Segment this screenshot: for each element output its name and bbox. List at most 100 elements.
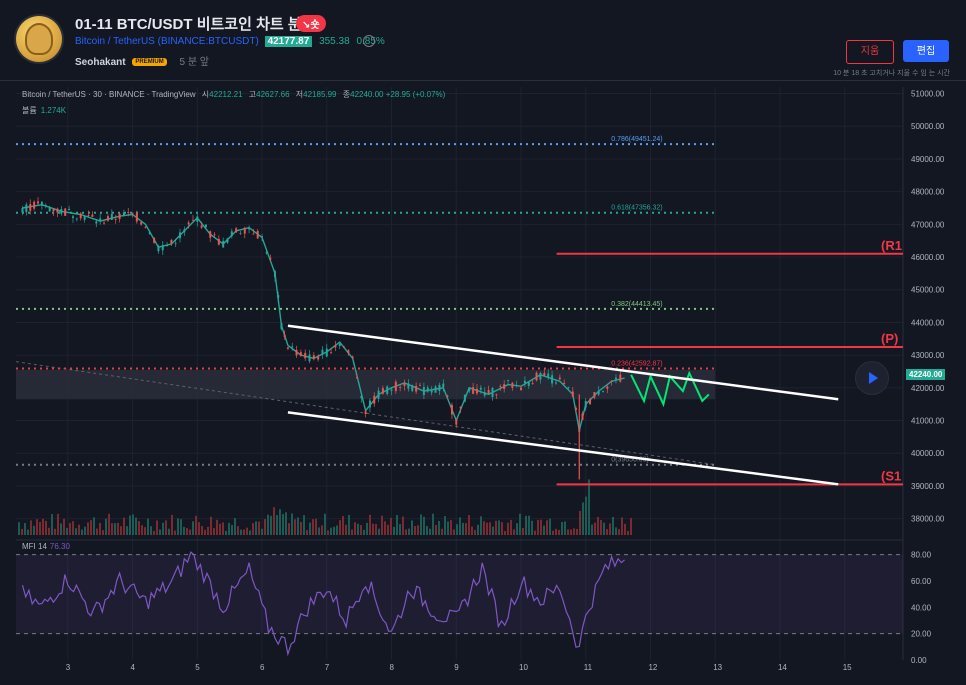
candle-body bbox=[487, 389, 490, 394]
volume-bar bbox=[606, 529, 608, 535]
candle-body bbox=[411, 385, 414, 391]
volume-bars bbox=[18, 479, 632, 535]
candle-body bbox=[44, 205, 47, 206]
volume-bar bbox=[105, 518, 107, 535]
volume-bar bbox=[186, 527, 188, 535]
price-tick-label: 47000.00 bbox=[911, 220, 945, 229]
close-label: 종 bbox=[342, 90, 351, 99]
play-replay-button[interactable] bbox=[856, 362, 888, 394]
volume-bar bbox=[468, 515, 470, 535]
price-chart[interactable]: 0.786(49451.24) 0.618(47356.32) 0.382(4441… bbox=[0, 80, 966, 684]
symbol-name-link[interactable]: Bitcoin / TetherUS bbox=[75, 36, 155, 47]
candle-body bbox=[248, 228, 251, 230]
candle-body bbox=[531, 383, 534, 385]
volume-bar bbox=[531, 520, 533, 535]
play-icon bbox=[869, 372, 878, 384]
volume-bar bbox=[525, 515, 527, 535]
volume-bar bbox=[285, 512, 287, 535]
legend-symbol: Bitcoin / TetherUS · 30 · BINANCE · Trad… bbox=[22, 90, 196, 99]
candle-body bbox=[157, 246, 160, 252]
candle-body bbox=[183, 229, 186, 233]
volume-bar bbox=[450, 520, 452, 535]
volume-bar bbox=[321, 525, 323, 535]
volume-bar bbox=[630, 517, 632, 535]
volume-bar bbox=[261, 528, 263, 535]
volume-bar bbox=[27, 529, 29, 535]
volume-bar bbox=[171, 514, 173, 535]
volume-bar bbox=[435, 524, 437, 535]
candle-body bbox=[419, 385, 422, 386]
volume-value: 1.274K bbox=[40, 106, 67, 115]
candle-body bbox=[597, 390, 600, 395]
short-direction-badge: ↘숏 bbox=[296, 15, 326, 32]
volume-bar bbox=[201, 525, 203, 535]
time-tick-label: 10 bbox=[519, 663, 528, 672]
candle-body bbox=[321, 349, 324, 355]
volume-bar bbox=[552, 530, 554, 535]
volume-bar bbox=[249, 530, 251, 535]
candle-body bbox=[131, 212, 134, 214]
candle-body bbox=[360, 396, 363, 398]
candle-body bbox=[103, 222, 106, 224]
high-label: 고 bbox=[248, 90, 257, 99]
volume-bar bbox=[558, 529, 560, 535]
candle-body bbox=[495, 394, 498, 396]
volume-bar bbox=[573, 528, 575, 535]
candle-body bbox=[499, 386, 502, 387]
volume-bar bbox=[609, 523, 611, 535]
volume-bar bbox=[327, 530, 329, 535]
edit-button[interactable]: 편집 bbox=[903, 40, 949, 62]
price-tick-label: 50000.00 bbox=[911, 122, 945, 131]
premium-badge: PREMIUM bbox=[132, 58, 167, 67]
volume-bar bbox=[369, 514, 371, 535]
candle-body bbox=[37, 201, 40, 204]
volume-bar bbox=[216, 519, 218, 535]
dashed-trendline bbox=[15, 361, 716, 466]
candle-body bbox=[446, 395, 449, 397]
volume-bar bbox=[183, 526, 185, 535]
volume-bar bbox=[597, 516, 599, 535]
volume-bar bbox=[579, 510, 581, 535]
volume-bar bbox=[24, 523, 26, 535]
volume-bar bbox=[411, 520, 413, 535]
high-value: 42627.66 bbox=[256, 90, 290, 99]
candle-body bbox=[515, 385, 518, 386]
mfi-legend: MFI 14 76.30 bbox=[22, 542, 70, 551]
open-label: 시 bbox=[201, 90, 210, 99]
volume-bar bbox=[312, 519, 314, 535]
mfi-tick-label: 60.00 bbox=[911, 577, 932, 586]
candle-body bbox=[135, 212, 138, 222]
exchange-symbol-link[interactable]: BINANCE:BTCUSDT bbox=[160, 36, 256, 47]
alarm-clock-icon[interactable] bbox=[363, 35, 375, 47]
level-label: (S1 bbox=[881, 468, 901, 483]
author-name[interactable]: Seohakant bbox=[75, 57, 126, 68]
volume-bar bbox=[75, 528, 77, 535]
candle-body bbox=[87, 215, 90, 216]
volume-bar bbox=[198, 522, 200, 535]
candle-body bbox=[520, 387, 523, 391]
delete-button[interactable]: 지움 bbox=[846, 40, 894, 64]
price-tick-label: 40000.00 bbox=[911, 449, 945, 458]
author-avatar[interactable] bbox=[16, 16, 62, 62]
volume-bar bbox=[42, 518, 44, 535]
volume-bar bbox=[177, 518, 179, 535]
volume-bar bbox=[423, 516, 425, 535]
price-tick-label: 45000.00 bbox=[911, 286, 945, 295]
edit-time-note: 10 분 18 초 고치거나 지울 수 임 는 시간 bbox=[833, 70, 950, 77]
fib-label: 0(39650.00) bbox=[611, 457, 649, 464]
candle-body bbox=[567, 387, 570, 389]
candle-body bbox=[243, 227, 246, 234]
volume-bar bbox=[495, 520, 497, 535]
time-tick-label: 12 bbox=[648, 663, 657, 672]
volume-bar bbox=[534, 530, 536, 535]
candle-body bbox=[217, 238, 220, 245]
volume-bar bbox=[432, 513, 434, 535]
candle-body bbox=[338, 343, 341, 347]
volume-bar bbox=[60, 523, 62, 535]
price-tick-label: 41000.00 bbox=[911, 417, 945, 426]
volume-bar bbox=[228, 522, 230, 535]
volume-bar bbox=[498, 520, 500, 535]
volume-bar bbox=[219, 523, 221, 535]
volume-bar bbox=[387, 524, 389, 535]
volume-bar bbox=[159, 529, 161, 535]
